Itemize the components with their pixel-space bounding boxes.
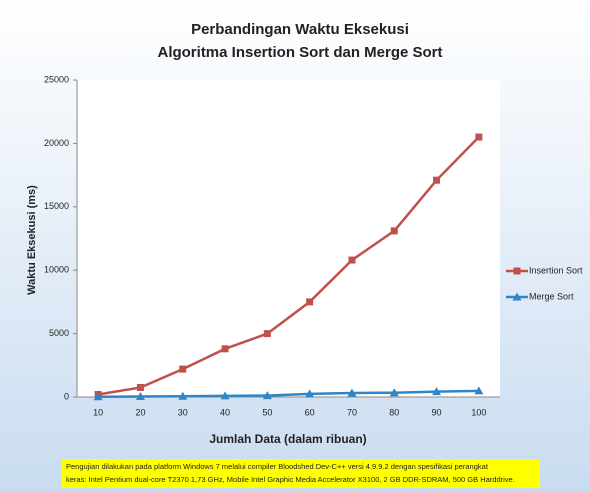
marker	[263, 330, 271, 338]
note: Pengujian dilakukan pada platform Window…	[66, 462, 489, 471]
y-tick-label: 5000	[49, 328, 69, 338]
marker	[136, 383, 144, 391]
marker	[512, 292, 522, 301]
x-tick-label: 10	[93, 407, 103, 417]
marker	[390, 227, 398, 235]
x-tick-label: 70	[347, 407, 357, 417]
marker	[178, 391, 188, 400]
marker	[348, 256, 356, 264]
marker	[221, 345, 229, 353]
marker	[432, 387, 442, 396]
legend-label: Insertion Sort	[529, 265, 583, 275]
x-tick-label: 40	[220, 407, 230, 417]
marker	[220, 391, 230, 400]
legend-label: Merge Sort	[529, 291, 574, 301]
x-tick-label: 30	[178, 407, 188, 417]
x-tick-label: 100	[471, 407, 486, 417]
marker	[474, 386, 484, 395]
marker	[475, 133, 483, 141]
chart-title: Perbandingan Waktu Eksekusi	[191, 21, 409, 38]
chart-title: Algoritma Insertion Sort dan Merge Sort	[157, 44, 442, 61]
x-tick-label: 20	[135, 407, 145, 417]
marker	[389, 388, 399, 397]
y-tick-label: 25000	[44, 74, 69, 84]
y-axis-label: Waktu Eksekusi (ms)	[26, 185, 38, 295]
note: keras: Intel Pentium dual-core T2370 1,7…	[66, 475, 515, 484]
marker	[262, 391, 272, 400]
x-tick-label: 60	[305, 407, 315, 417]
x-tick-label: 90	[432, 407, 442, 417]
marker	[179, 365, 187, 373]
marker	[306, 298, 314, 306]
x-tick-label: 50	[262, 407, 272, 417]
line	[98, 389, 479, 398]
x-axis-label: Jumlah Data (dalam ribuan)	[209, 432, 366, 446]
marker	[513, 267, 521, 275]
line	[97, 136, 480, 396]
marker	[93, 392, 103, 401]
x-tick-label: 80	[389, 407, 399, 417]
y-tick-label: 0	[64, 391, 69, 401]
y-tick-label: 10000	[44, 265, 69, 275]
marker	[135, 391, 145, 400]
marker	[305, 389, 315, 398]
y-tick-label: 20000	[44, 138, 69, 148]
marker	[347, 388, 357, 397]
y-tick-label: 15000	[44, 201, 69, 211]
note-box	[62, 459, 540, 488]
marker	[433, 176, 441, 184]
plot-area	[77, 80, 500, 397]
